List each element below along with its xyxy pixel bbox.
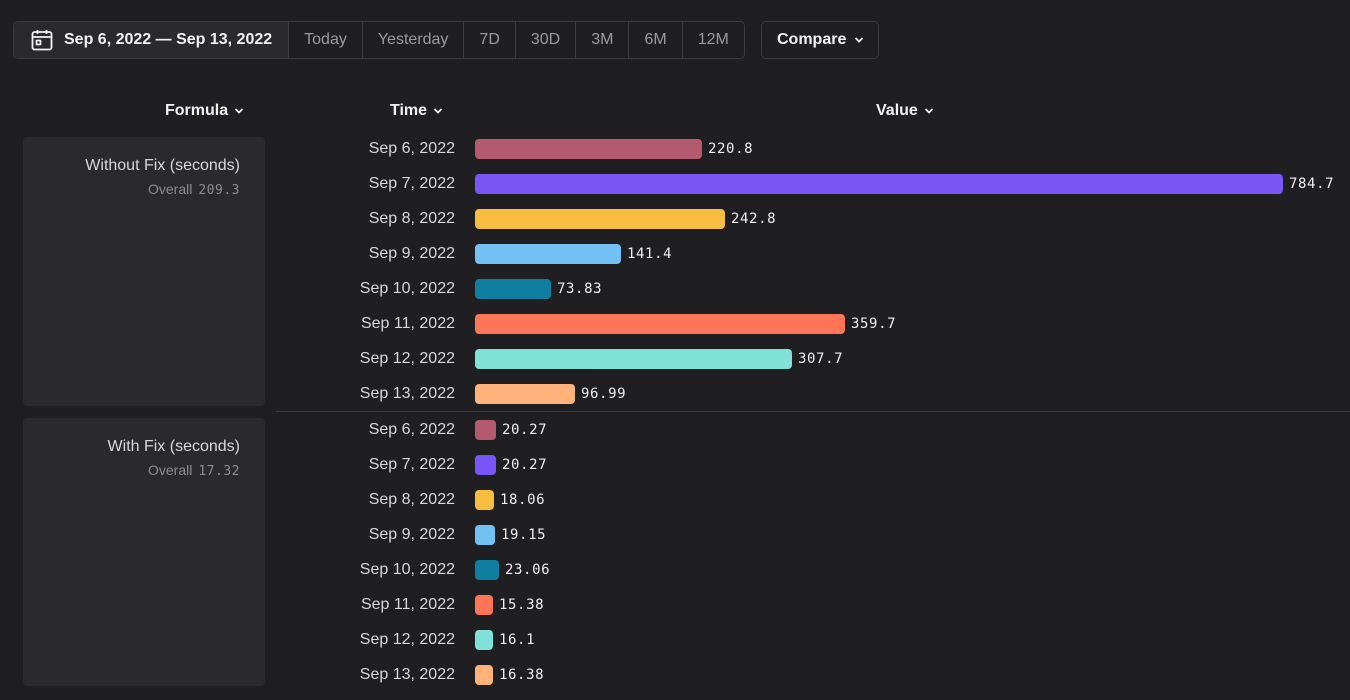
bar[interactable]	[475, 595, 493, 615]
bar-value-label: 16.1	[499, 632, 536, 648]
overall-value: 17.32	[198, 464, 240, 479]
group-panel-without-fix: Without Fix (seconds) Overall 209.3	[23, 137, 265, 406]
bar-value-label: 19.15	[501, 527, 547, 543]
bar[interactable]	[475, 174, 1283, 194]
group-overall: Overall 209.3	[23, 181, 240, 198]
row-time-label: Sep 11, 2022	[360, 596, 455, 613]
row-time-label: Sep 7, 2022	[368, 456, 455, 473]
preset-today[interactable]: Today	[289, 22, 363, 58]
overall-value: 209.3	[198, 183, 240, 198]
bar-value-label: 18.06	[500, 492, 546, 508]
bar[interactable]	[475, 420, 496, 440]
bar[interactable]	[475, 665, 493, 685]
row-time-label: Sep 12, 2022	[359, 631, 455, 648]
table-row: Sep 6, 2022 220.8	[0, 131, 1350, 166]
table-row: Sep 10, 2022 23.06	[0, 552, 1350, 587]
row-time-label: Sep 9, 2022	[368, 526, 455, 543]
preset-6m[interactable]: 6M	[629, 22, 683, 58]
bar[interactable]	[475, 349, 792, 369]
date-range-bar: Sep 6, 2022 — Sep 13, 2022 Today Yesterd…	[13, 21, 745, 59]
bar-value-label: 220.8	[708, 141, 754, 157]
table-row: Sep 7, 2022 784.7	[0, 166, 1350, 201]
table-row: Sep 8, 2022 18.06	[0, 482, 1350, 517]
preset-12m[interactable]: 12M	[697, 31, 729, 48]
bar-value-label: 73.83	[557, 281, 603, 297]
table-row: Sep 13, 2022 16.38	[0, 657, 1350, 692]
chevron-down-icon	[234, 108, 244, 114]
chevron-down-icon	[924, 108, 933, 114]
chevron-down-icon	[855, 37, 864, 43]
group-separator	[276, 411, 1350, 412]
overall-label: Overall	[148, 181, 193, 197]
bar[interactable]	[475, 490, 494, 510]
preset-yesterday[interactable]: Yesterday	[363, 22, 465, 58]
value-column-header[interactable]: Value	[876, 102, 934, 120]
table-row: Sep 7, 2022 20.27	[0, 447, 1350, 482]
table-row: Sep 6, 2022 20.27	[0, 412, 1350, 447]
bar[interactable]	[475, 314, 845, 334]
preset-7d[interactable]: 7D	[464, 22, 516, 58]
bar[interactable]	[475, 209, 725, 229]
bar[interactable]	[475, 455, 496, 475]
bar-value-label: 15.38	[499, 597, 545, 613]
bar-value-label: 23.06	[505, 562, 551, 578]
bar[interactable]	[475, 384, 575, 404]
bar-value-label: 20.27	[502, 422, 548, 438]
formula-column-header[interactable]: Formula	[165, 102, 244, 120]
row-time-label: Sep 10, 2022	[359, 280, 455, 297]
bar[interactable]	[475, 244, 621, 264]
row-time-label: Sep 8, 2022	[368, 210, 455, 227]
row-time-label: Sep 13, 2022	[359, 385, 455, 402]
date-range-picker[interactable]: Sep 6, 2022 — Sep 13, 2022	[14, 22, 290, 58]
bar[interactable]	[475, 630, 493, 650]
calendar-icon	[30, 28, 54, 52]
time-column-header[interactable]: Time	[390, 102, 443, 120]
bar-value-label: 359.7	[851, 316, 897, 332]
group-panel-with-fix: With Fix (seconds) Overall 17.32	[23, 418, 265, 686]
table-row: Sep 11, 2022 359.7	[0, 306, 1350, 341]
bar[interactable]	[475, 139, 702, 159]
bar[interactable]	[475, 560, 499, 580]
row-time-label: Sep 6, 2022	[368, 140, 455, 157]
compare-button[interactable]: Compare	[761, 21, 880, 59]
value-header-label: Value	[876, 102, 918, 119]
row-time-label: Sep 11, 2022	[360, 315, 455, 332]
group-title: Without Fix (seconds)	[85, 157, 240, 174]
date-range-label: Sep 6, 2022 — Sep 13, 2022	[64, 31, 273, 48]
bar[interactable]	[475, 525, 495, 545]
group-overall: Overall 17.32	[23, 462, 240, 479]
table-row: Sep 9, 2022 19.15	[0, 517, 1350, 552]
bar-value-label: 20.27	[502, 457, 548, 473]
table-row: Sep 11, 2022 15.38	[0, 587, 1350, 622]
row-time-label: Sep 13, 2022	[359, 666, 455, 683]
preset-3m[interactable]: 3M	[576, 22, 630, 58]
row-time-label: Sep 10, 2022	[359, 561, 455, 578]
bar-value-label: 784.7	[1289, 176, 1335, 192]
time-header-label: Time	[390, 102, 428, 119]
table-row: Sep 9, 2022 141.4	[0, 236, 1350, 271]
bar-value-label: 16.38	[499, 667, 545, 683]
row-time-label: Sep 7, 2022	[368, 175, 455, 192]
bar[interactable]	[475, 279, 551, 299]
row-time-label: Sep 12, 2022	[359, 350, 455, 367]
table-row: Sep 13, 2022 96.99	[0, 376, 1350, 411]
overall-label: Overall	[148, 462, 193, 478]
table-row: Sep 12, 2022 307.7	[0, 341, 1350, 376]
compare-label: Compare	[777, 31, 847, 48]
group-title: With Fix (seconds)	[107, 438, 240, 455]
table-row: Sep 10, 2022 73.83	[0, 271, 1350, 306]
preset-30d[interactable]: 30D	[516, 22, 577, 58]
chevron-down-icon	[433, 108, 443, 114]
bar-value-label: 307.7	[798, 351, 844, 367]
row-time-label: Sep 8, 2022	[368, 491, 455, 508]
table-row: Sep 8, 2022 242.8	[0, 201, 1350, 236]
row-time-label: Sep 6, 2022	[368, 421, 455, 438]
formula-header-label: Formula	[165, 102, 229, 119]
table-row: Sep 12, 2022 16.1	[0, 622, 1350, 657]
bar-value-label: 141.4	[627, 246, 673, 262]
bar-value-label: 96.99	[581, 386, 627, 402]
row-time-label: Sep 9, 2022	[368, 245, 455, 262]
bar-value-label: 242.8	[731, 211, 777, 227]
